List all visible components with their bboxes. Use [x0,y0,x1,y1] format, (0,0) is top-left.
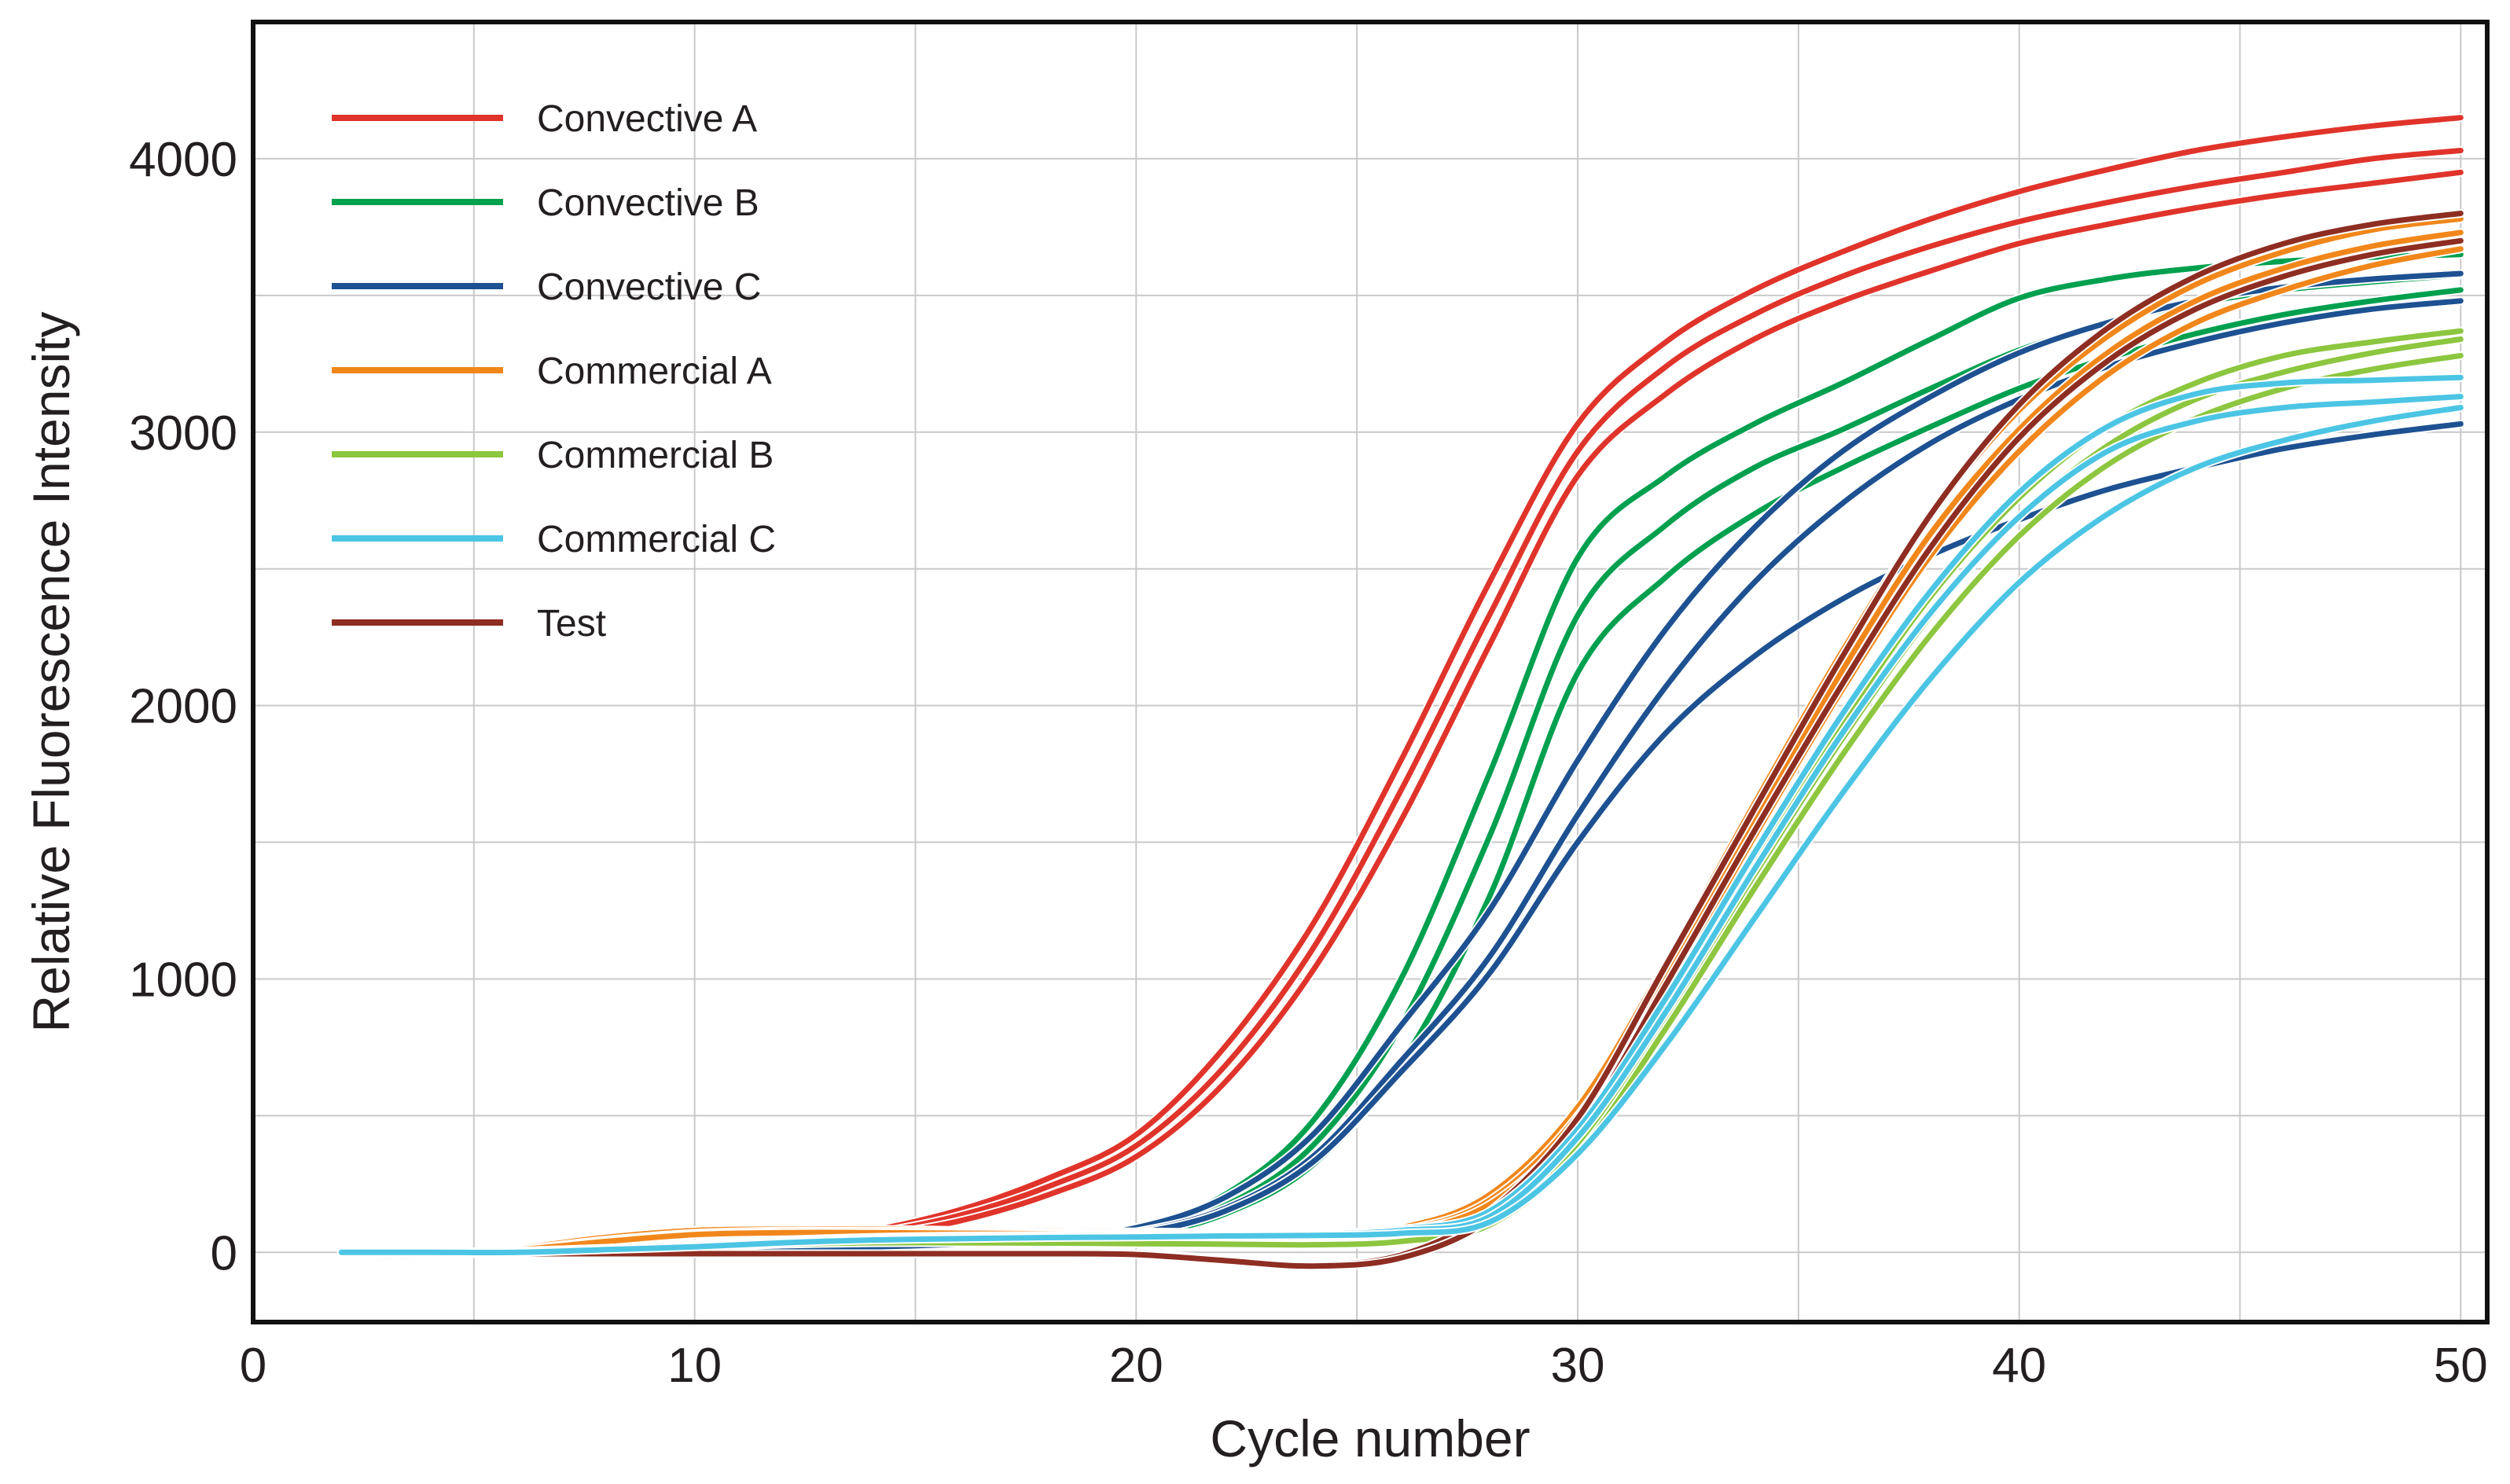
legend: Convective A Convective B Convective C Comm… [332,98,776,645]
legend-label: Convective A [537,98,757,140]
x-axis-title: Cycle number [1210,1409,1530,1467]
curves [336,113,2465,1271]
legend-item-convective-c: Convective C [332,266,761,308]
y-tick-label: 0 [211,1226,237,1280]
y-tick-label: 3000 [129,406,237,461]
axis-tick-labels: 0 10 20 30 40 50 0 1000 2000 3000 4000 [129,133,2488,1393]
x-tick-label: 10 [667,1339,722,1393]
legend-item-convective-a: Convective A [332,98,757,140]
x-tick-label: 40 [1992,1339,2046,1393]
series-commercial-c [336,373,2465,1258]
legend-item-test: Test [332,603,606,645]
y-tick-label: 1000 [129,953,237,1007]
curve [338,246,2464,1258]
legend-label: Commercial C [537,519,776,560]
legend-item-convective-b: Convective B [332,182,759,224]
legend-item-commercial-c: Commercial C [332,519,776,560]
plot-frame [251,20,2490,1324]
legend-label: Commercial A [537,351,772,392]
x-tick-label: 0 [240,1339,266,1393]
legend-label: Convective B [537,182,759,224]
legend-item-commercial-b: Commercial B [332,435,774,476]
legend-label: Convective C [537,266,761,308]
y-tick-label: 2000 [129,680,237,734]
y-axis-title: Relative Fluorescence Intensity [22,311,80,1032]
curve [338,405,2464,1256]
y-tick-label: 4000 [129,133,237,187]
x-tick-label: 20 [1109,1339,1163,1393]
legend-item-commercial-a: Commercial A [332,351,772,392]
series-commercial-a [336,214,2465,1261]
x-tick-label: 30 [1550,1339,1604,1393]
legend-label: Test [537,603,606,645]
x-tick-label: 50 [2434,1339,2488,1393]
legend-label: Commercial B [537,435,774,476]
